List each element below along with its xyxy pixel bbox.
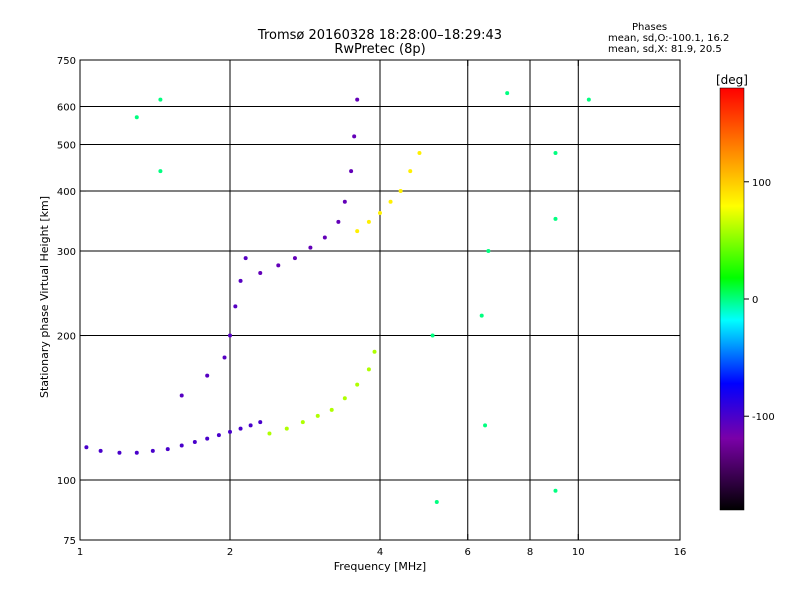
- data-point: [158, 97, 163, 102]
- data-point: [486, 249, 491, 254]
- y-tick-label: 200: [57, 332, 76, 343]
- data-point: [349, 169, 354, 174]
- data-point: [284, 426, 289, 431]
- data-point: [434, 499, 439, 504]
- data-point: [417, 151, 422, 156]
- data-point: [355, 97, 360, 102]
- data-point: [398, 189, 403, 194]
- data-point: [258, 270, 263, 275]
- stats-o: mean, sd,O:-100.1, 16.2: [608, 33, 730, 44]
- data-point: [165, 447, 170, 452]
- data-point: [222, 355, 227, 360]
- data-point: [258, 420, 263, 425]
- y-tick-label: 100: [57, 476, 76, 487]
- x-tick-label: 2: [227, 547, 233, 558]
- y-tick-label: 75: [63, 536, 76, 547]
- y-tick-label: 400: [57, 187, 76, 198]
- data-point: [216, 433, 221, 438]
- data-point: [342, 199, 347, 204]
- chart-title: Tromsø 20160328 18:28:00–18:29:43: [257, 28, 503, 43]
- data-point: [372, 349, 377, 354]
- x-axis-label: Frequency [MHz]: [334, 560, 426, 573]
- x-tick-label: 6: [465, 547, 471, 558]
- data-point: [192, 440, 197, 445]
- colorbar-label: [deg]: [716, 73, 748, 87]
- data-point: [553, 151, 558, 156]
- data-point: [205, 436, 210, 441]
- data-point: [483, 423, 488, 428]
- data-point: [248, 423, 253, 428]
- data-point: [117, 450, 122, 455]
- data-point: [134, 450, 139, 455]
- y-tick-label: 300: [57, 247, 76, 258]
- data-point: [586, 97, 591, 102]
- data-point: [336, 219, 341, 224]
- data-point: [300, 420, 305, 425]
- data-point: [243, 256, 248, 261]
- data-point: [233, 304, 238, 309]
- data-point: [267, 431, 272, 436]
- data-point: [84, 445, 89, 450]
- data-point: [366, 367, 371, 372]
- colorbar-tick-label: 0: [752, 295, 758, 306]
- data-point: [276, 263, 281, 268]
- colorbar-tick-label: -100: [752, 412, 775, 423]
- stats-title: Phases: [632, 22, 668, 33]
- data-point: [329, 407, 334, 412]
- data-point: [238, 278, 243, 283]
- data-point: [134, 115, 139, 120]
- data-point: [430, 333, 435, 338]
- colorbar: [719, 87, 745, 511]
- data-point: [388, 199, 393, 204]
- y-tick-label: 600: [57, 103, 76, 114]
- data-point: [228, 333, 232, 338]
- data-point: [150, 448, 155, 453]
- data-point: [553, 488, 558, 493]
- y-tick-label: 750: [57, 56, 76, 67]
- data-point: [238, 426, 243, 431]
- data-point: [322, 235, 327, 240]
- colorbar-tick-label: 100: [752, 178, 771, 189]
- data-point: [355, 382, 360, 387]
- data-point: [179, 393, 184, 398]
- data-point: [205, 373, 210, 378]
- x-tick-label: 4: [377, 547, 383, 558]
- data-point: [228, 429, 232, 434]
- x-tick-label: 10: [572, 547, 585, 558]
- data-point: [179, 443, 184, 448]
- data-point: [315, 413, 320, 418]
- data-point: [308, 245, 313, 250]
- data-point: [352, 134, 357, 139]
- data-point: [378, 211, 382, 216]
- data-point: [292, 256, 297, 261]
- data-point: [342, 396, 347, 401]
- data-point: [505, 91, 510, 96]
- data-point: [366, 219, 371, 224]
- data-point: [408, 169, 413, 174]
- x-tick-label: 1: [77, 547, 83, 558]
- stats-x: mean, sd,X: 81.9, 20.5: [608, 44, 722, 55]
- data-point: [98, 448, 103, 453]
- x-tick-label: 16: [674, 547, 687, 558]
- data-point: [355, 229, 360, 234]
- chart-subtitle: RwPretec (8p): [334, 42, 426, 57]
- data-point: [158, 169, 163, 174]
- y-tick-label: 500: [57, 141, 76, 152]
- data-point: [553, 216, 558, 221]
- data-point: [479, 313, 484, 318]
- x-tick-label: 8: [527, 547, 533, 558]
